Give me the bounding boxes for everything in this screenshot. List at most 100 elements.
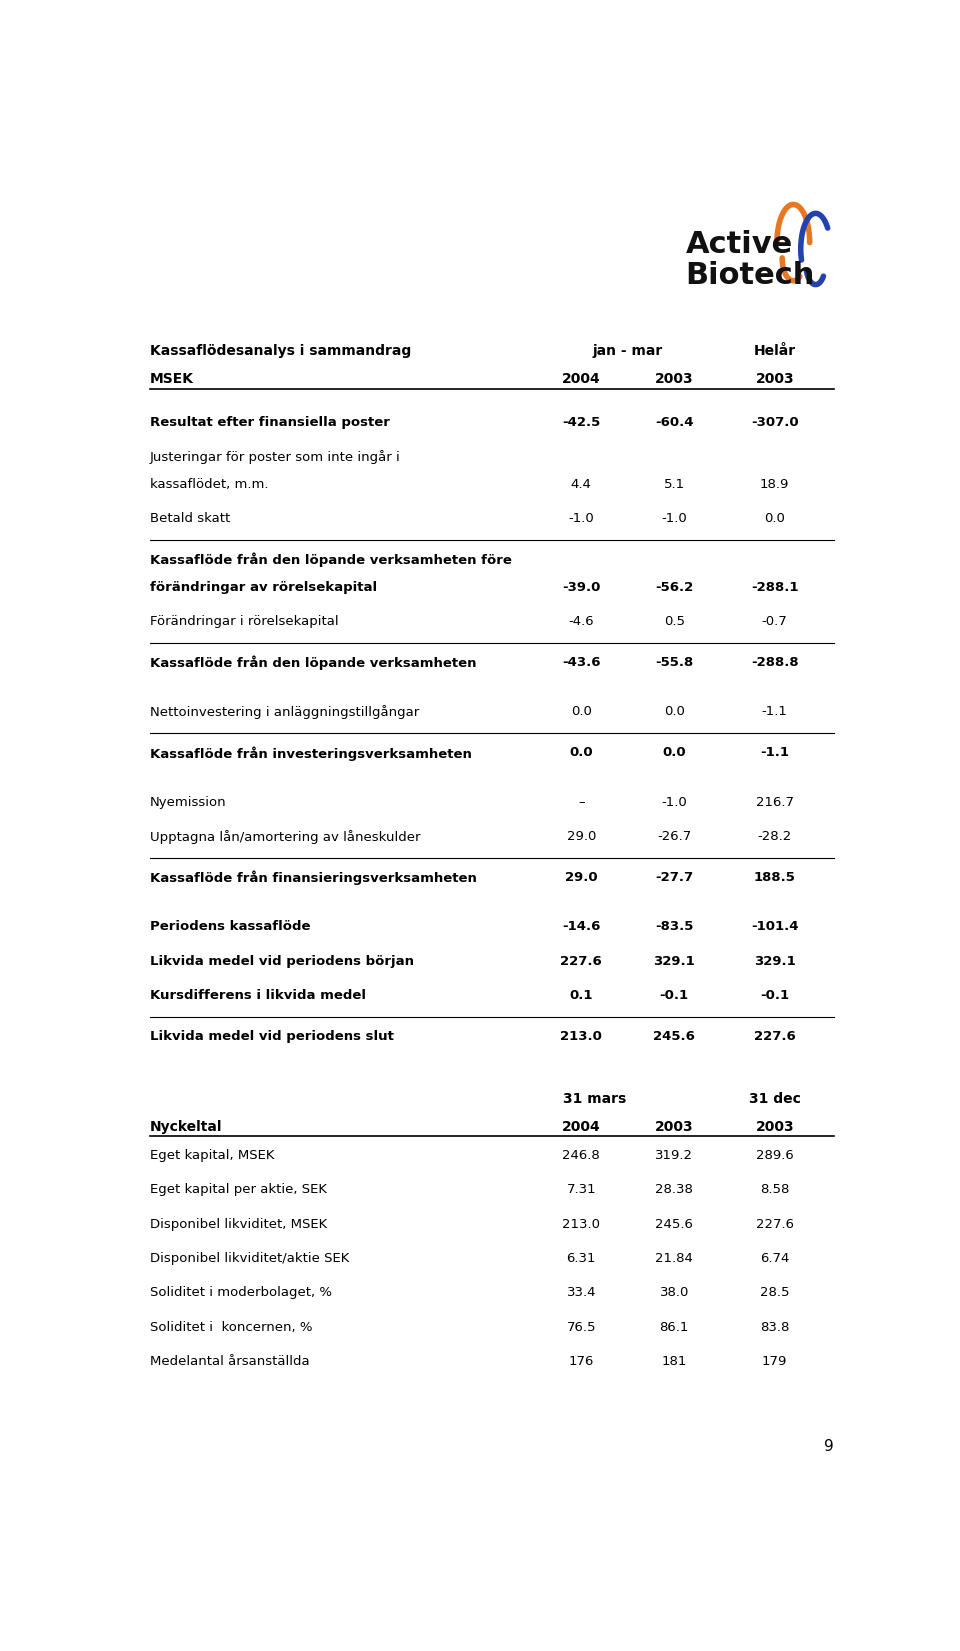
Text: Kursdifferens i likvida medel: Kursdifferens i likvida medel [150,989,366,1002]
Text: Kassaflöde från finansieringsverksamheten: Kassaflöde från finansieringsverksamhete… [150,870,476,885]
Text: 289.6: 289.6 [756,1149,794,1162]
Text: -288.8: -288.8 [751,655,799,669]
Text: -55.8: -55.8 [655,655,693,669]
Text: 2003: 2003 [756,371,794,386]
Text: 245.6: 245.6 [656,1218,693,1230]
Text: 33.4: 33.4 [566,1286,596,1299]
Text: Upptagna lån/amortering av låneskulder: Upptagna lån/amortering av låneskulder [150,830,420,844]
Text: 176: 176 [568,1355,594,1369]
Text: -1.1: -1.1 [762,705,787,718]
Text: 2003: 2003 [655,1119,693,1134]
Text: -43.6: -43.6 [562,655,601,669]
Text: Likvida medel vid periodens slut: Likvida medel vid periodens slut [150,1030,394,1042]
Text: 31 dec: 31 dec [749,1091,801,1106]
Text: 38.0: 38.0 [660,1286,689,1299]
Text: 7.31: 7.31 [566,1184,596,1197]
Text: 188.5: 188.5 [754,870,796,883]
Text: kassaflödet, m.m.: kassaflödet, m.m. [150,477,268,490]
Text: Disponibel likviditet, MSEK: Disponibel likviditet, MSEK [150,1218,327,1230]
Text: jan - mar: jan - mar [592,345,662,358]
Text: Förändringar i rörelsekapital: Förändringar i rörelsekapital [150,616,338,627]
Text: -1.0: -1.0 [568,512,594,525]
Text: 0.1: 0.1 [569,989,593,1002]
Text: Eget kapital, MSEK: Eget kapital, MSEK [150,1149,275,1162]
Text: 86.1: 86.1 [660,1321,689,1334]
Text: Kassaflöde från investeringsverksamheten: Kassaflöde från investeringsverksamheten [150,746,471,761]
Text: 0.0: 0.0 [571,705,591,718]
Text: 213.0: 213.0 [561,1030,602,1042]
Text: 2004: 2004 [562,371,601,386]
Text: 28.5: 28.5 [760,1286,789,1299]
Text: 0.0: 0.0 [569,746,593,759]
Text: 83.8: 83.8 [760,1321,789,1334]
Text: 2003: 2003 [655,371,693,386]
Text: 29.0: 29.0 [565,870,597,883]
Text: 179: 179 [762,1355,787,1369]
Text: 6.74: 6.74 [760,1251,789,1265]
Text: 181: 181 [661,1355,687,1369]
Text: 76.5: 76.5 [566,1321,596,1334]
Text: 329.1: 329.1 [654,954,695,967]
Text: Nettoinvestering i anläggningstillgångar: Nettoinvestering i anläggningstillgångar [150,705,419,720]
Text: -307.0: -307.0 [751,416,799,429]
Text: Kassaflöde från den löpande verksamheten före: Kassaflöde från den löpande verksamheten… [150,553,512,568]
Text: 9: 9 [825,1440,834,1455]
Text: 0.0: 0.0 [664,705,684,718]
Text: 227.6: 227.6 [756,1218,794,1230]
Text: 0.0: 0.0 [764,512,785,525]
Text: 28.38: 28.38 [656,1184,693,1197]
Text: 245.6: 245.6 [654,1030,695,1042]
Text: 18.9: 18.9 [760,477,789,490]
Text: -26.7: -26.7 [658,830,691,844]
Text: -14.6: -14.6 [563,920,600,933]
Text: -27.7: -27.7 [656,870,693,883]
Text: 227.6: 227.6 [561,954,602,967]
Text: Disponibel likviditet/aktie SEK: Disponibel likviditet/aktie SEK [150,1251,349,1265]
Text: 2004: 2004 [562,1119,601,1134]
Text: 4.4: 4.4 [571,477,591,490]
Text: förändringar av rörelsekapital: förändringar av rörelsekapital [150,581,377,594]
Text: -60.4: -60.4 [655,416,693,429]
Text: Resultat efter finansiella poster: Resultat efter finansiella poster [150,416,390,429]
Text: Helår: Helår [754,345,796,358]
Text: Justeringar för poster som inte ingår i: Justeringar för poster som inte ingår i [150,449,400,464]
Text: Kassaflödesanalys i sammandrag: Kassaflödesanalys i sammandrag [150,345,411,358]
Text: 21.84: 21.84 [656,1251,693,1265]
Text: 6.31: 6.31 [566,1251,596,1265]
Text: -1.0: -1.0 [661,796,687,809]
Text: -0.1: -0.1 [760,989,789,1002]
Text: 0.0: 0.0 [662,746,686,759]
Text: Periodens kassaflöde: Periodens kassaflöde [150,920,310,933]
Text: Eget kapital per aktie, SEK: Eget kapital per aktie, SEK [150,1184,326,1197]
Text: -39.0: -39.0 [563,581,600,594]
Text: Soliditet i  koncernen, %: Soliditet i koncernen, % [150,1321,312,1334]
Text: 329.1: 329.1 [754,954,796,967]
Text: 31 mars: 31 mars [564,1091,626,1106]
Text: 8.58: 8.58 [760,1184,789,1197]
Text: 216.7: 216.7 [756,796,794,809]
Text: -288.1: -288.1 [751,581,799,594]
Text: Nyckeltal: Nyckeltal [150,1119,223,1134]
Text: Kassaflöde från den löpande verksamheten: Kassaflöde från den löpande verksamheten [150,655,476,670]
Text: 5.1: 5.1 [663,477,684,490]
Text: -0.7: -0.7 [762,616,787,627]
Text: 227.6: 227.6 [754,1030,796,1042]
Text: 246.8: 246.8 [563,1149,600,1162]
Text: 0.5: 0.5 [663,616,684,627]
Text: -1.1: -1.1 [760,746,789,759]
Text: -28.2: -28.2 [757,830,792,844]
Text: Medelantal årsanställda: Medelantal årsanställda [150,1355,309,1369]
Text: -42.5: -42.5 [563,416,600,429]
Text: 319.2: 319.2 [656,1149,693,1162]
Text: -4.6: -4.6 [568,616,594,627]
Text: -0.1: -0.1 [660,989,689,1002]
Text: -1.0: -1.0 [661,512,687,525]
Text: Betald skatt: Betald skatt [150,512,230,525]
Text: Active
Biotech: Active Biotech [685,229,815,291]
Text: 2003: 2003 [756,1119,794,1134]
Text: 213.0: 213.0 [563,1218,600,1230]
Text: Soliditet i moderbolaget, %: Soliditet i moderbolaget, % [150,1286,332,1299]
Text: -83.5: -83.5 [655,920,693,933]
Text: Likvida medel vid periodens början: Likvida medel vid periodens början [150,954,414,967]
Text: -56.2: -56.2 [655,581,693,594]
